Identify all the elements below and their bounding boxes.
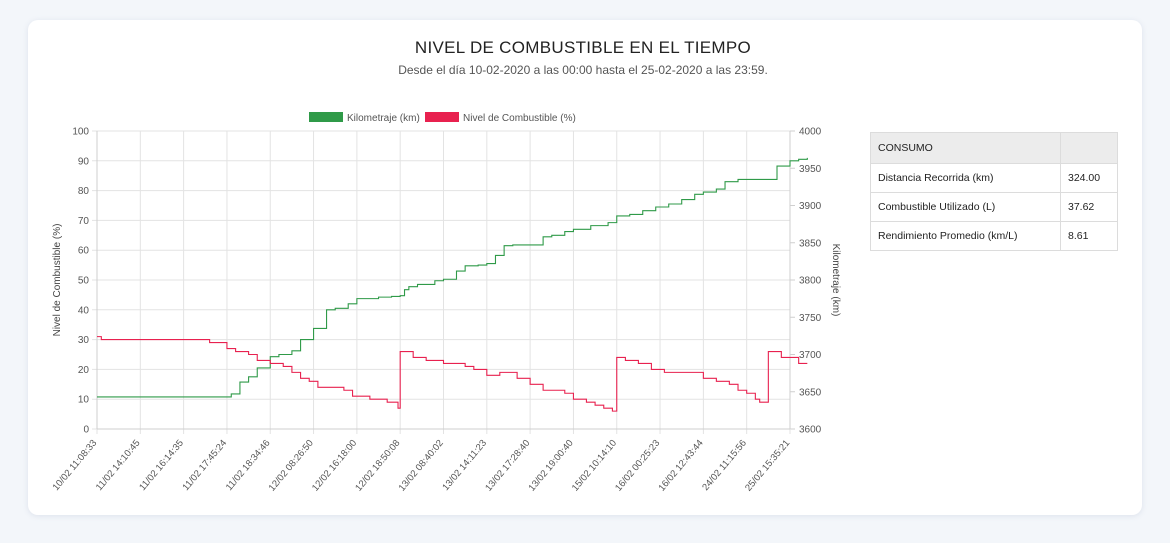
fuel-level-chart: 0 10 20 30 40 50 60 70 80 90 100 3600 3650 3700 3750 38… [51, 112, 841, 494]
legend-label: Nivel de Combustible (%) [463, 113, 576, 124]
x-tick-label: 13/02 19:00:40 [527, 438, 576, 494]
row-label: Combustible Utilizado (L) [870, 192, 1061, 222]
row-label: Distancia Recorrida (km) [870, 163, 1061, 193]
x-tick-label: 11/02 16:14:35 [137, 438, 186, 493]
legend-swatch [309, 112, 343, 122]
y-right-tick-label: 3700 [799, 350, 822, 361]
y-left-tick-label: 30 [78, 335, 90, 346]
y-left-tick-label: 50 [78, 276, 90, 287]
x-tick-label: 15/02 10:14:10 [570, 438, 619, 494]
x-tick-label: 12/02 18:50:08 [353, 438, 402, 494]
y-left-tick-label: 60 [78, 246, 90, 257]
y-left-tick-label: 70 [78, 216, 90, 227]
y-left-tick-label: 20 [78, 365, 90, 376]
x-tick-label: 12/02 08:26:50 [267, 438, 316, 494]
x-tick-label: 13/02 08:40:02 [397, 438, 446, 494]
consumo-header-value [1060, 132, 1118, 164]
y-right-tick-label: 3850 [799, 238, 822, 249]
row-value: 8.61 [1060, 221, 1118, 251]
y-left-tick-label: 80 [78, 186, 90, 197]
x-tick-label: 12/02 16:18:00 [310, 438, 359, 494]
y-right-tick-label: 3650 [799, 387, 822, 398]
row-value: 324.00 [1060, 163, 1118, 193]
chart-subtitle: Desde el día 10-02-2020 a las 00:00 hast… [398, 63, 768, 77]
chart-title: NIVEL DE COMBUSTIBLE EN EL TIEMPO [414, 38, 752, 57]
y-left-tick-label: 10 [78, 395, 90, 406]
legend-swatch [425, 112, 459, 122]
y-left-tick-label: 0 [83, 425, 89, 436]
y-right-tick-label: 3800 [799, 276, 822, 287]
consumo-header: CONSUMO [870, 132, 1061, 164]
series-line-kilometraje [97, 157, 808, 398]
table-row: Combustible Utilizado (L) 37.62 [870, 192, 1118, 222]
y-right-tick-label: 3950 [799, 164, 822, 175]
x-tick-label: 11/02 17:45:24 [181, 438, 230, 493]
consumo-table: CONSUMO Distancia Recorrida (km) 324.00 … [870, 132, 1118, 251]
x-tick-label: 25/02 15:35:21 [743, 438, 792, 494]
y-right-tick-label: 3600 [799, 425, 822, 436]
y-right-tick-label: 3900 [799, 201, 822, 212]
x-tick-label: 10/02 11:08:33 [51, 438, 100, 493]
y-left-tick-label: 90 [78, 156, 90, 167]
x-tick-label: 13/02 14:11:23 [440, 438, 489, 493]
x-tick-label: 11/02 18:34:46 [224, 438, 273, 493]
y-left-axis-title: Nivel de Combustible (%) [52, 224, 63, 337]
y-right-axis-title: Kilometraje (km) [830, 244, 841, 317]
table-row: Rendimiento Promedio (km/L) 8.61 [870, 221, 1118, 251]
row-value: 37.62 [1060, 192, 1118, 222]
row-label: Rendimiento Promedio (km/L) [870, 221, 1061, 251]
x-tick-label: 13/02 17:28:40 [483, 438, 532, 494]
y-left-tick-label: 40 [78, 305, 90, 316]
y-right-tick-label: 4000 [799, 127, 822, 138]
y-left-tick-label: 100 [72, 127, 89, 138]
legend-label: Kilometraje (km) [347, 113, 420, 124]
series-line-combustible [97, 336, 808, 412]
x-tick-label: 24/02 11:15:56 [700, 438, 749, 493]
x-tick-label: 16/02 00:25:23 [613, 438, 662, 494]
y-right-tick-label: 3750 [799, 313, 822, 324]
chart-card: NIVEL DE COMBUSTIBLE EN EL TIEMPO Desde … [28, 20, 1142, 515]
table-row: Distancia Recorrida (km) 324.00 [870, 163, 1118, 193]
x-tick-label: 11/02 14:10:45 [94, 438, 143, 493]
x-tick-label: 16/02 12:43:44 [656, 438, 705, 494]
